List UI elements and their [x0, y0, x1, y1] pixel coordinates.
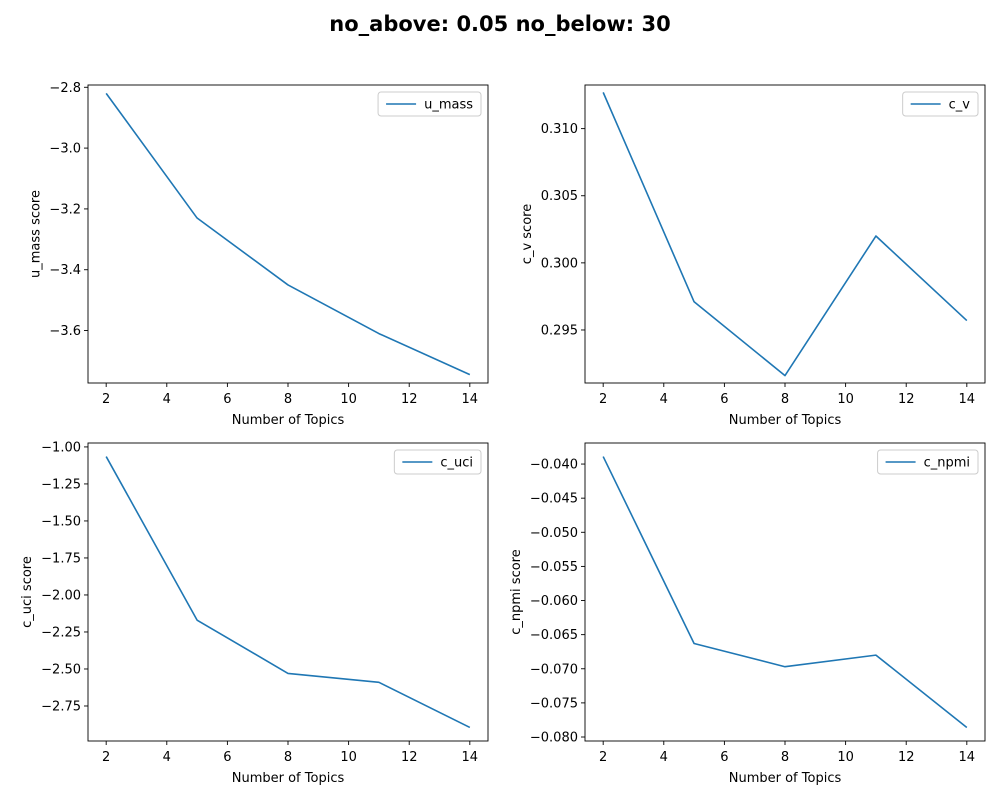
x-tick-label: 6	[720, 392, 728, 407]
x-tick-label: 4	[660, 392, 668, 407]
x-tick-label: 8	[284, 392, 292, 407]
y-tick-label: −2.50	[41, 662, 81, 677]
series-line-c_uci	[105, 456, 471, 729]
y-tick-label: −0.060	[530, 594, 578, 609]
x-tick-label: 10	[837, 750, 854, 765]
legend-box	[377, 91, 482, 117]
series-line-u_mass	[105, 92, 471, 376]
subplot-1: 2 4 6 8 10 12 14 −3.6 −3.4 −3.2 −3.0 −2.8 Number of …	[28, 81, 489, 428]
legend-label: c_v	[949, 98, 971, 113]
x-tick-label: 2	[102, 392, 110, 407]
y-tick-label: −0.050	[530, 526, 578, 541]
y-tick-label: 0.310	[541, 122, 578, 137]
x-axis-label: Number of Topics	[232, 413, 345, 428]
y-axis-label: c_v score	[520, 204, 535, 264]
x-tick-label: 6	[223, 392, 231, 407]
y-tick-label: −1.75	[41, 551, 81, 566]
x-axis-label: Number of Topics	[232, 771, 345, 786]
x-tick-label: 14	[462, 750, 479, 765]
x-axis-label: Number of Topics	[729, 771, 842, 786]
y-tick-label: −0.075	[530, 696, 578, 711]
x-tick-label: 14	[462, 392, 479, 407]
subplot-2: 2 4 6 8 10 12 14 0.295 0.300 0.305 0.310 Number of …	[520, 84, 986, 428]
axes-frame	[584, 442, 986, 742]
x-tick-label: 6	[720, 750, 728, 765]
x-tick-label: 14	[959, 392, 976, 407]
y-tick-label: −2.00	[41, 588, 81, 603]
y-axis-label: c_npmi score	[509, 549, 524, 634]
legend: c_v	[902, 91, 979, 117]
legend-box	[393, 449, 482, 475]
y-tick-label: −2.8	[49, 81, 81, 96]
legend: u_mass	[377, 91, 482, 117]
legend-label: u_mass	[424, 98, 473, 113]
x-tick-label: 10	[340, 750, 357, 765]
subplot-3: 2 4 6 8 10 12 14 −2.75 −2.50 −2.25 −2.00 −1.75 −1.50…	[20, 440, 489, 786]
x-tick-label: 10	[340, 392, 357, 407]
axes-frame	[87, 442, 489, 742]
legend: c_uci	[393, 449, 482, 475]
x-tick-label: 12	[401, 392, 418, 407]
series-line-c_npmi	[602, 456, 968, 729]
x-tick-label: 2	[599, 392, 607, 407]
x-tick-label: 4	[163, 750, 171, 765]
y-tick-label: −1.50	[41, 514, 81, 529]
x-tick-label: 10	[837, 392, 854, 407]
x-tick-label: 4	[163, 392, 171, 407]
x-tick-label: 8	[781, 392, 789, 407]
y-tick-label: 0.295	[541, 323, 578, 338]
y-tick-label: −0.070	[530, 662, 578, 677]
y-tick-label: −3.2	[49, 202, 81, 217]
legend-box	[877, 449, 979, 475]
x-tick-label: 6	[223, 750, 231, 765]
x-tick-label: 12	[401, 750, 418, 765]
y-tick-label: 0.305	[541, 189, 578, 204]
x-tick-label: 4	[660, 750, 668, 765]
y-tick-label: −2.25	[41, 625, 81, 640]
x-tick-label: 2	[599, 750, 607, 765]
x-axis-label: Number of Topics	[729, 413, 842, 428]
x-tick-label: 8	[781, 750, 789, 765]
axes-frame	[584, 84, 986, 384]
y-tick-label: −0.065	[530, 628, 578, 643]
y-axis-label: u_mass score	[28, 190, 43, 278]
y-tick-label: −3.4	[49, 263, 81, 278]
legend-label: c_uci	[440, 456, 473, 471]
x-tick-label: 8	[284, 750, 292, 765]
y-axis-label: c_uci score	[20, 556, 35, 628]
axes-frame	[87, 84, 489, 384]
y-tick-label: −2.75	[41, 699, 81, 714]
series-line-c_v	[602, 92, 968, 377]
x-tick-label: 12	[898, 392, 915, 407]
y-tick-label: −0.045	[530, 492, 578, 507]
legend-label: c_npmi	[924, 456, 970, 471]
subplot-4: 2 4 6 8 10 12 14 −0.080 −0.075 −0.070 −0.065 −0.060…	[509, 442, 986, 786]
x-tick-label: 14	[959, 750, 976, 765]
y-tick-label: −1.00	[41, 440, 81, 455]
x-tick-label: 12	[898, 750, 915, 765]
x-tick-label: 2	[102, 750, 110, 765]
y-tick-label: −0.040	[530, 458, 578, 473]
legend: c_npmi	[877, 449, 979, 475]
y-tick-label: −3.6	[49, 324, 81, 339]
figure-title: no_above: 0.05 no_below: 30	[329, 12, 671, 36]
y-tick-label: −1.25	[41, 477, 81, 492]
y-tick-label: −0.080	[530, 731, 578, 746]
y-tick-label: −0.055	[530, 560, 578, 575]
y-tick-label: 0.300	[541, 256, 578, 271]
y-tick-label: −3.0	[49, 142, 81, 157]
